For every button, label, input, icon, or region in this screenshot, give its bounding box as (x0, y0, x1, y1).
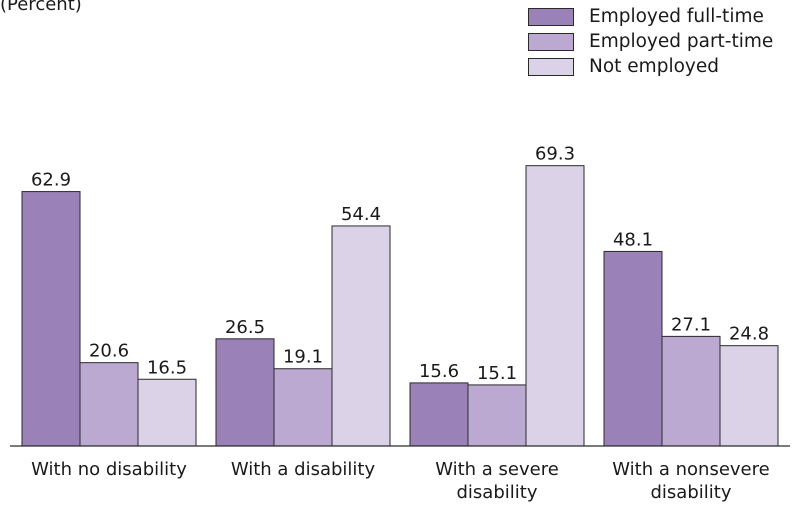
legend-item-full-time: Employed full-time (528, 4, 773, 29)
bar-part-time-2 (273, 368, 333, 447)
value-label-full-time-1: 62.9 (31, 170, 71, 191)
bar-not-employed-2 (331, 225, 391, 447)
value-label-not-employed-1: 16.5 (147, 357, 187, 378)
category-label-4: With a nonsevere disability (612, 459, 769, 503)
value-label-part-time-3: 15.1 (477, 363, 517, 384)
value-label-not-employed-2: 54.4 (341, 204, 381, 225)
bar-full-time-2 (215, 338, 275, 447)
bar-not-employed-4 (719, 345, 779, 447)
value-label-full-time-3: 15.6 (419, 361, 459, 382)
legend-swatch-not-employed (528, 57, 574, 76)
legend-item-not-employed: Not employed (528, 54, 773, 79)
legend-swatch-part-time (528, 32, 574, 51)
legend-label-not-employed: Not employed (589, 56, 719, 77)
bar-part-time-1 (79, 362, 139, 447)
category-labels-group: With no disability With a disability With … (31, 459, 770, 503)
value-label-not-employed-4: 24.8 (729, 324, 769, 345)
value-label-not-employed-3: 69.3 (535, 144, 575, 165)
category-label-3: With a severe disability (435, 459, 559, 503)
bar-not-employed-3 (525, 165, 585, 447)
value-labels-group: 62.9 20.6 16.5 26.5 19.1 54.4 15.6 15.1 69.3 48.1… (31, 144, 769, 384)
bar-part-time-4 (661, 335, 721, 447)
bars-group (21, 165, 779, 447)
legend-item-part-time: Employed part-time (528, 29, 773, 54)
bar-not-employed-1 (137, 378, 197, 447)
category-label-2: With a disability (231, 459, 376, 480)
category-label-1: With no disability (31, 459, 187, 480)
units-note: (Percent) (0, 0, 82, 15)
value-label-full-time-2: 26.5 (225, 317, 265, 338)
value-label-part-time-4: 27.1 (671, 314, 711, 335)
bar-full-time-3 (409, 382, 469, 447)
bar-full-time-4 (603, 250, 663, 447)
legend-label-part-time: Employed part-time (589, 31, 774, 52)
legend-swatch-full-time (528, 7, 574, 26)
value-label-full-time-4: 48.1 (613, 229, 653, 250)
bar-part-time-3 (467, 384, 527, 447)
bar-full-time-1 (21, 191, 81, 447)
value-label-part-time-2: 19.1 (283, 347, 323, 368)
legend: Employed full-time Employed part-time No… (528, 4, 773, 79)
value-label-part-time-1: 20.6 (89, 341, 129, 362)
legend-label-full-time: Employed full-time (589, 6, 764, 27)
